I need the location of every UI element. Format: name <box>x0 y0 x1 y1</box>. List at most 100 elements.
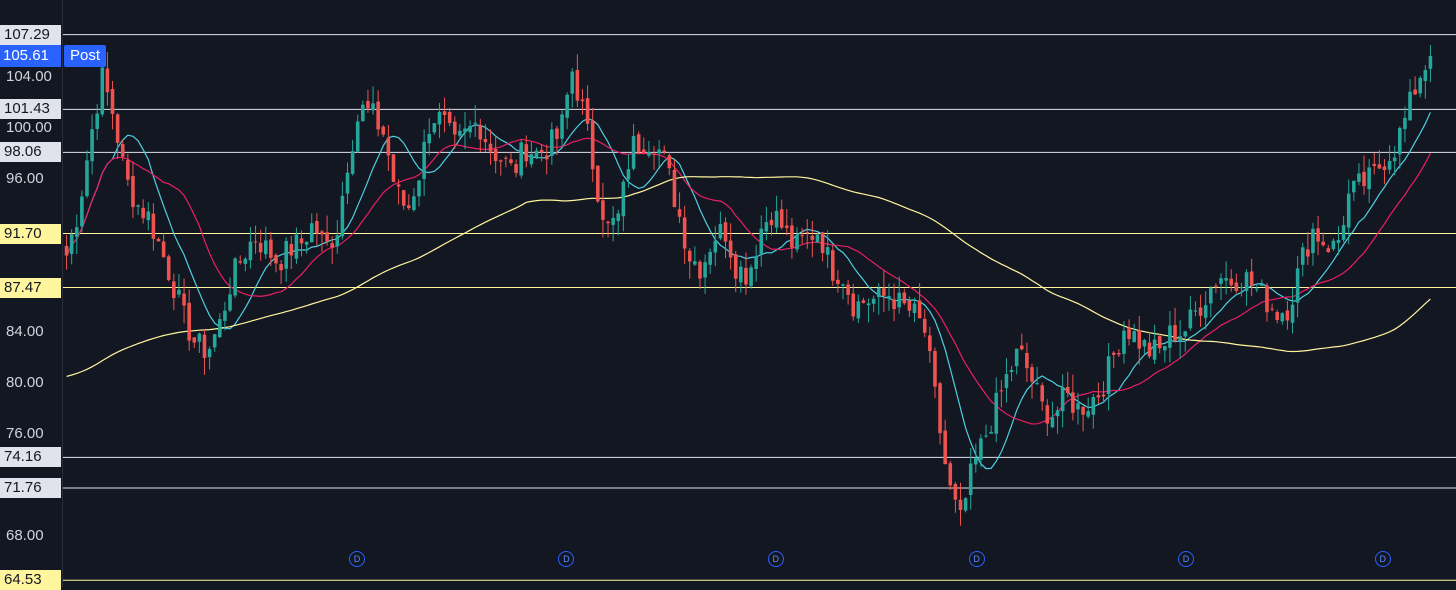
y-tick-label: 100.00 <box>6 118 52 136</box>
candle <box>677 192 682 224</box>
candle <box>693 246 697 266</box>
candle <box>136 204 140 216</box>
candle <box>641 137 646 154</box>
candle <box>815 232 820 243</box>
candle <box>156 237 161 242</box>
candle <box>1290 287 1295 334</box>
candle <box>422 129 426 196</box>
candle <box>565 92 569 130</box>
candle <box>1331 238 1336 251</box>
candle <box>1219 273 1223 301</box>
candle <box>560 110 564 148</box>
candle <box>769 212 774 236</box>
candle <box>412 187 416 212</box>
candle <box>1346 179 1351 245</box>
candle <box>1091 393 1096 429</box>
candle <box>1122 321 1126 364</box>
candle <box>452 116 457 149</box>
candle <box>381 125 386 137</box>
candle <box>1260 279 1264 287</box>
candle <box>304 241 309 254</box>
candle <box>1203 291 1208 330</box>
candle <box>887 283 891 311</box>
candle <box>687 248 692 279</box>
candle <box>866 298 871 323</box>
candles <box>64 45 1433 526</box>
candle <box>989 425 993 434</box>
candle <box>1071 374 1075 421</box>
candle <box>790 217 794 259</box>
candle <box>407 194 411 211</box>
candle <box>1086 397 1090 419</box>
candle <box>626 154 631 188</box>
candle <box>1270 303 1274 312</box>
candle <box>1249 258 1254 297</box>
dividend-icon: D <box>767 551 784 567</box>
candle <box>785 209 789 236</box>
candle <box>90 114 94 175</box>
candle <box>1413 76 1417 96</box>
candle <box>1336 226 1341 255</box>
candle <box>580 89 585 115</box>
candle <box>596 165 600 204</box>
candle <box>953 481 958 513</box>
candle <box>1229 269 1234 292</box>
candle <box>1147 331 1152 359</box>
candle <box>897 276 901 314</box>
candle <box>1234 273 1239 294</box>
candle <box>228 277 232 313</box>
candle <box>1239 282 1244 297</box>
candle <box>1423 65 1428 99</box>
y-tick-label: 84.00 <box>6 322 44 340</box>
price-axis[interactable]: 107.29 101.43 98.06 91.70 87.47 74.16 71.76 64.… <box>0 0 63 590</box>
candle <box>800 227 804 244</box>
candle <box>1428 45 1433 83</box>
candle <box>64 234 69 270</box>
level-label: 98.06 <box>0 142 61 163</box>
candle <box>723 217 728 259</box>
candle <box>166 254 171 282</box>
candle <box>1244 269 1249 306</box>
candle <box>340 181 345 240</box>
candle <box>284 237 288 282</box>
candle <box>774 195 779 233</box>
candle <box>192 337 197 349</box>
current-price-tag: 105.61 <box>0 45 61 68</box>
candle <box>1025 342 1029 382</box>
y-tick-label: 104.00 <box>6 67 52 85</box>
candle <box>621 179 626 232</box>
candle <box>269 231 273 267</box>
candle <box>1321 232 1325 247</box>
candle <box>922 309 927 338</box>
dividend-icon: D <box>349 551 366 567</box>
dividend-icon: D <box>1177 551 1194 567</box>
candle <box>590 107 595 182</box>
candle <box>805 219 810 249</box>
candle <box>309 213 314 243</box>
candle <box>243 256 248 272</box>
candle <box>1014 348 1019 375</box>
candle <box>131 161 135 219</box>
candle <box>851 283 856 321</box>
candle <box>233 257 237 299</box>
candle <box>478 118 483 153</box>
candle <box>1300 242 1305 277</box>
candle <box>795 227 799 253</box>
candle <box>105 51 110 106</box>
ma-fast-line <box>66 112 1431 470</box>
candle <box>708 248 712 274</box>
candle <box>1341 215 1346 243</box>
candle <box>391 154 396 183</box>
candle <box>335 219 340 254</box>
moving-averages <box>66 112 1431 470</box>
dividend-icon: D <box>558 551 575 567</box>
candle <box>1285 301 1290 330</box>
candle <box>1009 365 1014 382</box>
candle <box>1045 399 1050 437</box>
candle <box>514 159 518 178</box>
candle <box>289 235 294 269</box>
candle <box>938 381 942 445</box>
candle <box>202 329 207 375</box>
